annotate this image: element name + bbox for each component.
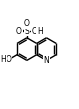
Text: H: H: [37, 27, 43, 36]
Text: N: N: [44, 56, 49, 65]
Text: O: O: [32, 27, 38, 36]
Text: O: O: [16, 27, 22, 36]
Text: H: H: [0, 55, 6, 64]
Text: O: O: [6, 55, 11, 64]
Text: O: O: [24, 19, 30, 28]
Text: S: S: [24, 27, 29, 36]
